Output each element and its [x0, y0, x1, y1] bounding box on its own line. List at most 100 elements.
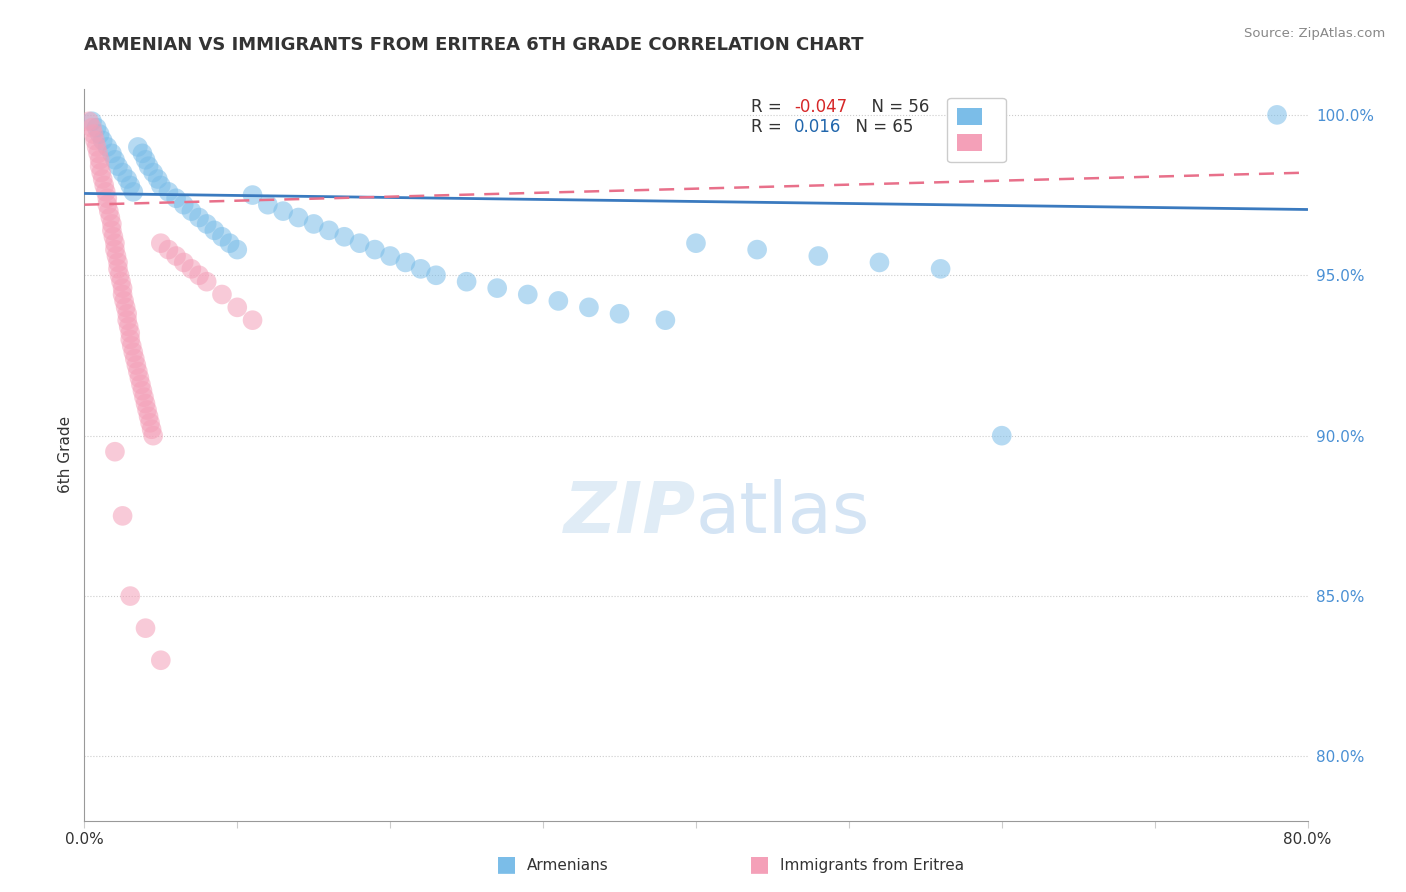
- Point: [380, 249, 402, 263]
- Point: [149, 653, 172, 667]
- Point: [105, 249, 128, 263]
- Point: [132, 390, 155, 404]
- Point: [149, 236, 172, 251]
- Point: [86, 120, 108, 135]
- Point: [349, 236, 371, 251]
- Point: [685, 236, 707, 251]
- Point: [218, 236, 240, 251]
- Point: [120, 178, 142, 193]
- Point: [96, 191, 118, 205]
- Text: -0.047: -0.047: [794, 98, 846, 117]
- Point: [96, 140, 118, 154]
- Point: [127, 140, 149, 154]
- Point: [96, 197, 118, 211]
- Point: [138, 159, 160, 173]
- Point: [98, 211, 121, 225]
- Point: [242, 313, 264, 327]
- Point: [91, 172, 114, 186]
- Point: [120, 326, 142, 340]
- Text: Source: ZipAtlas.com: Source: ZipAtlas.com: [1244, 27, 1385, 40]
- Point: [125, 358, 148, 372]
- Point: [103, 229, 125, 244]
- Point: [287, 211, 309, 225]
- Legend: , : ,: [948, 97, 1005, 162]
- Point: [547, 293, 569, 308]
- Point: [90, 166, 112, 180]
- Point: [211, 229, 233, 244]
- Point: [104, 236, 127, 251]
- Point: [107, 261, 129, 276]
- Point: [165, 249, 187, 263]
- Point: [747, 243, 769, 257]
- Point: [486, 281, 509, 295]
- Point: [112, 293, 135, 308]
- Point: [142, 166, 165, 180]
- Point: [654, 313, 676, 327]
- Point: [195, 275, 218, 289]
- Point: [110, 275, 132, 289]
- Y-axis label: 6th Grade: 6th Grade: [58, 417, 73, 493]
- Point: [142, 428, 165, 442]
- Point: [135, 396, 157, 410]
- Point: [115, 307, 138, 321]
- Point: [138, 409, 160, 424]
- Point: [118, 319, 141, 334]
- Point: [425, 268, 447, 283]
- Point: [86, 140, 108, 154]
- Point: [195, 217, 218, 231]
- Point: [242, 188, 264, 202]
- Point: [409, 261, 432, 276]
- Point: [394, 255, 416, 269]
- Point: [127, 364, 149, 378]
- Point: [108, 268, 131, 283]
- Point: [94, 185, 117, 199]
- Text: N = 56: N = 56: [860, 98, 929, 117]
- Point: [165, 191, 187, 205]
- Point: [111, 281, 134, 295]
- Point: [302, 217, 325, 231]
- Point: [141, 422, 163, 436]
- Point: [157, 185, 180, 199]
- Point: [77, 114, 100, 128]
- Point: [202, 223, 225, 237]
- Point: [609, 307, 631, 321]
- Point: [333, 229, 356, 244]
- Point: [115, 172, 138, 186]
- Point: [115, 313, 138, 327]
- Point: [131, 384, 153, 398]
- Point: [121, 339, 143, 353]
- Point: [129, 377, 152, 392]
- Point: [93, 178, 115, 193]
- Point: [226, 301, 249, 315]
- Point: [211, 287, 233, 301]
- Point: [136, 403, 159, 417]
- Point: [139, 416, 162, 430]
- Point: [111, 287, 134, 301]
- Text: 0.016: 0.016: [794, 119, 841, 136]
- Point: [101, 217, 124, 231]
- Point: [91, 134, 114, 148]
- Point: [173, 197, 195, 211]
- Point: [271, 204, 294, 219]
- Point: [128, 371, 150, 385]
- Point: [83, 127, 105, 141]
- Point: [122, 185, 145, 199]
- Point: [124, 351, 146, 366]
- Point: [114, 301, 136, 315]
- Text: R =: R =: [751, 98, 787, 117]
- Point: [101, 146, 124, 161]
- Point: [87, 146, 110, 161]
- Point: [516, 287, 538, 301]
- Text: ARMENIAN VS IMMIGRANTS FROM ERITREA 6TH GRADE CORRELATION CHART: ARMENIAN VS IMMIGRANTS FROM ERITREA 6TH …: [84, 36, 863, 54]
- Text: atlas: atlas: [696, 479, 870, 548]
- Text: Armenians: Armenians: [527, 858, 609, 872]
- Point: [122, 345, 145, 359]
- Point: [120, 333, 142, 347]
- Text: ■: ■: [749, 854, 769, 873]
- Text: ZIP: ZIP: [564, 479, 696, 548]
- Point: [89, 159, 111, 173]
- Point: [97, 204, 120, 219]
- Point: [135, 153, 157, 167]
- Point: [107, 255, 129, 269]
- Point: [104, 243, 127, 257]
